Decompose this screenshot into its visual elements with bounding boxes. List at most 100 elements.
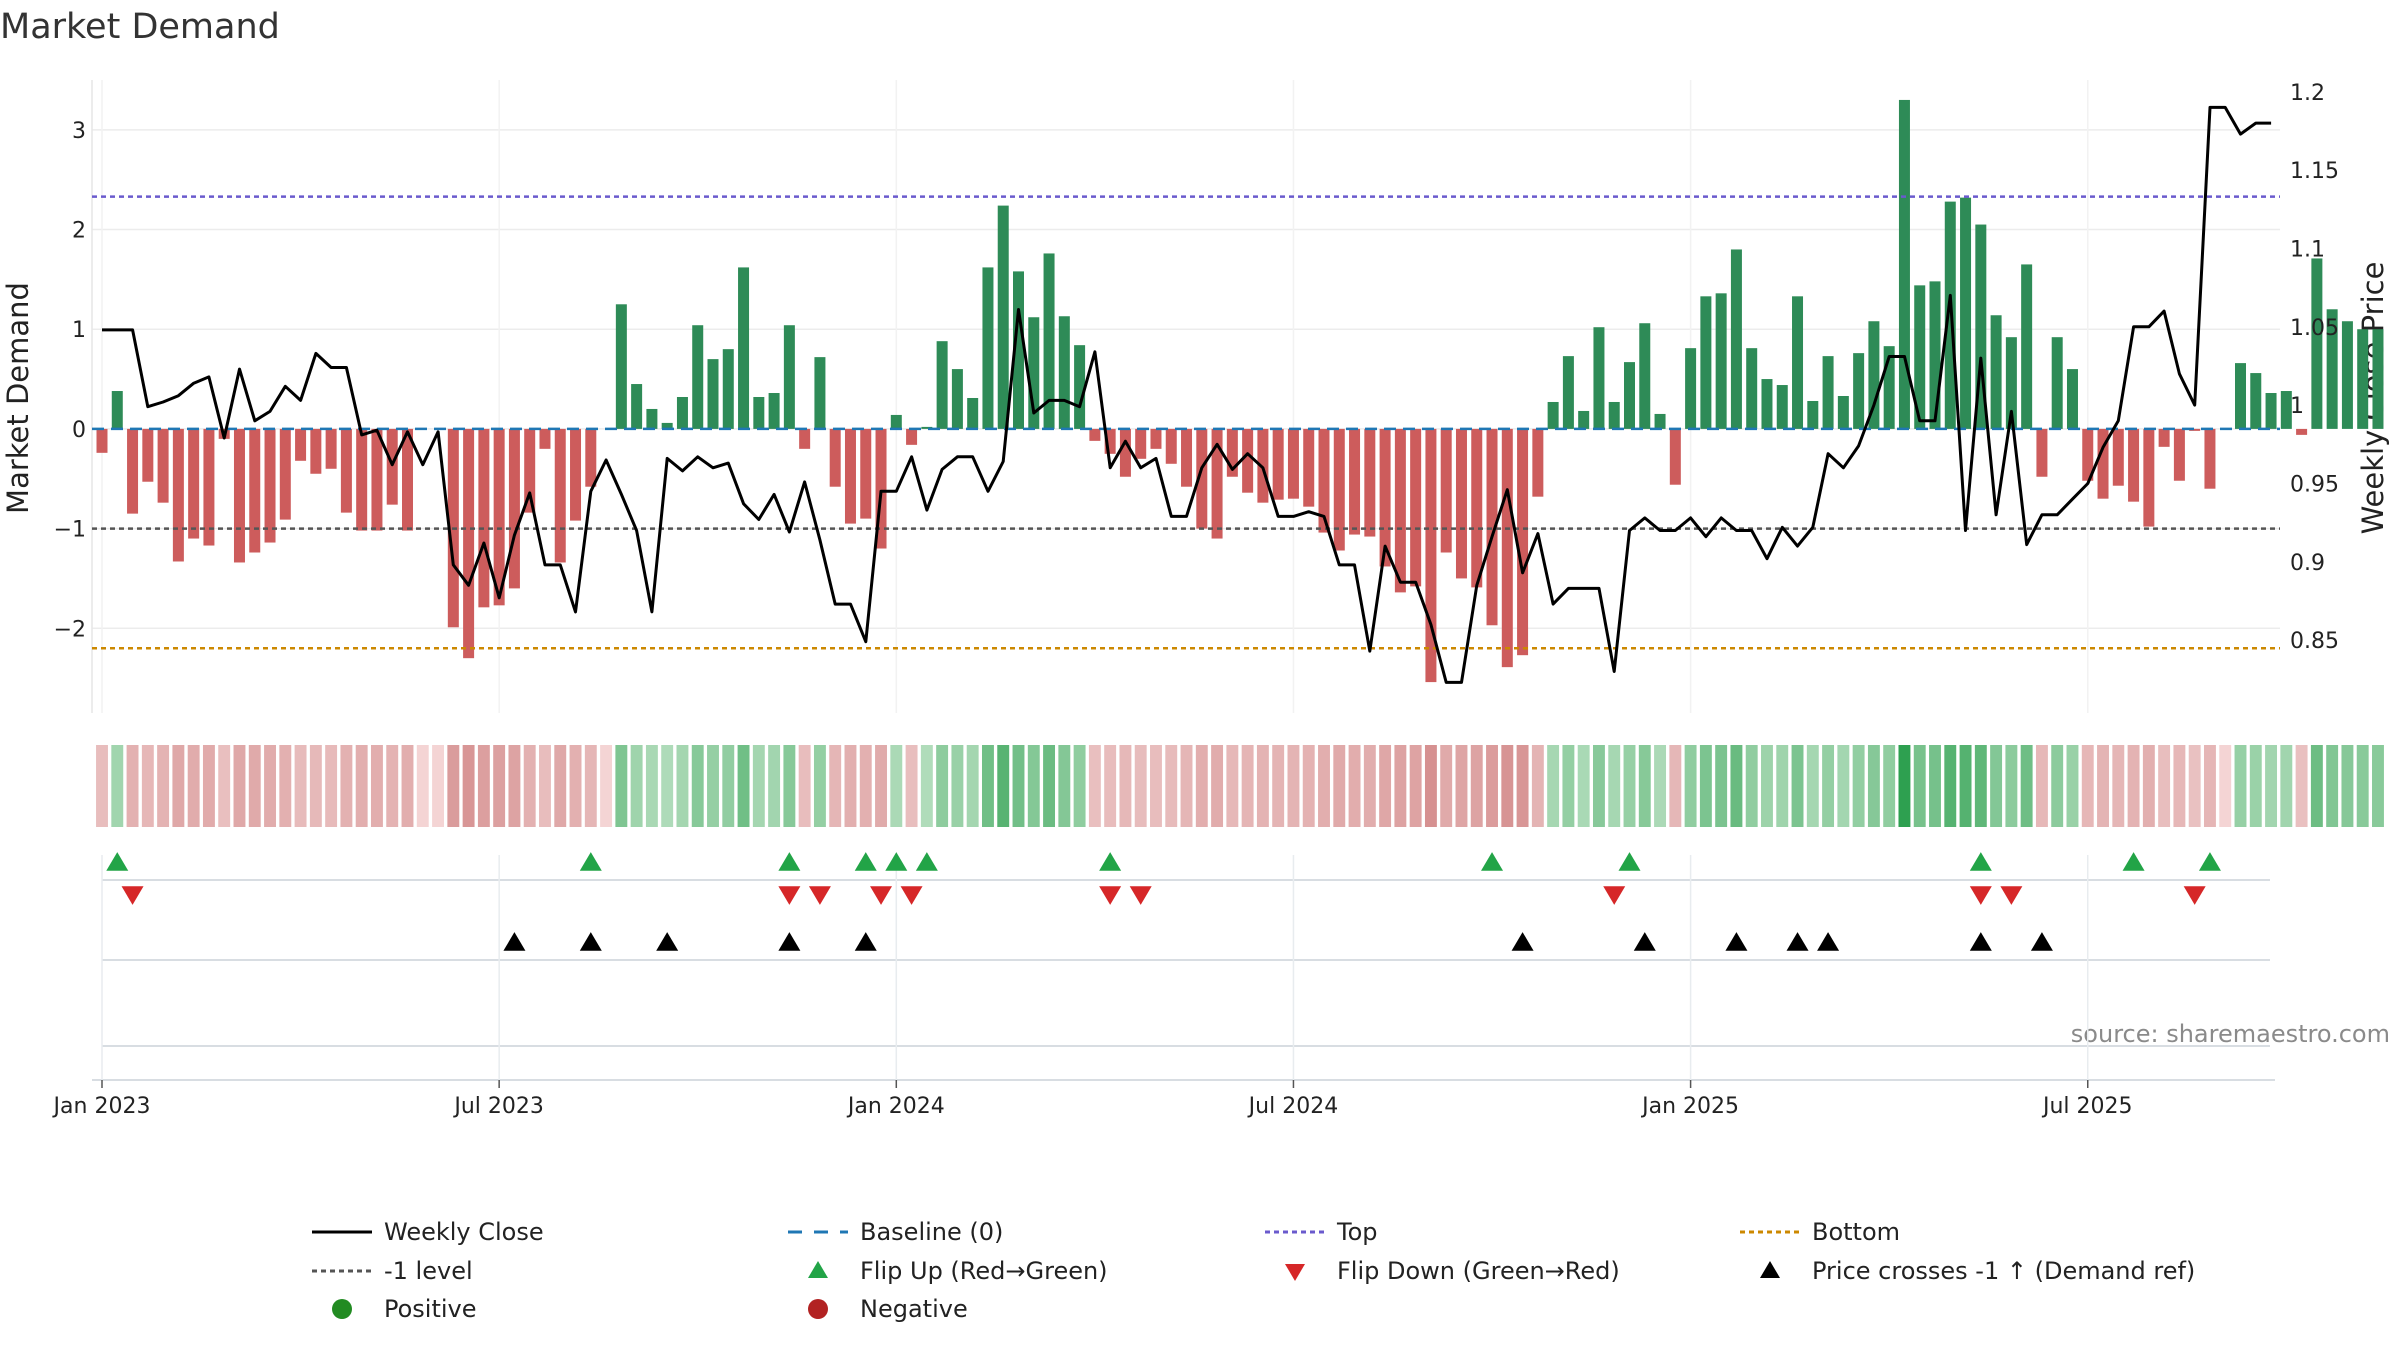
demand-bar: [249, 428, 261, 553]
heat-cell: [2326, 745, 2339, 827]
heat-cell: [1654, 745, 1667, 827]
flip-up-marker: [1969, 852, 1992, 871]
demand-bar: [2280, 391, 2292, 429]
heat-cell: [1180, 745, 1193, 827]
demand-bar: [1181, 428, 1193, 487]
flip-up-marker: [915, 852, 938, 871]
price-cross-marker: [1633, 932, 1656, 951]
demand-bar: [2173, 428, 2185, 481]
heat-cell: [1577, 745, 1590, 827]
price-cross-marker: [1817, 932, 1840, 951]
flip-up-marker: [1618, 852, 1641, 871]
demand-bar: [1058, 316, 1070, 429]
demand-bar: [1700, 296, 1712, 429]
heat-cell: [798, 745, 811, 827]
flip-up-marker: [778, 852, 801, 871]
heat-cell: [966, 745, 979, 827]
heat-cell: [1745, 745, 1758, 827]
heat-cell: [2310, 745, 2323, 827]
heat-cell: [630, 745, 643, 827]
demand-bar: [997, 205, 1009, 429]
flip-down-marker: [121, 886, 144, 905]
demand-bar: [2311, 258, 2323, 429]
heat-cell: [645, 745, 658, 827]
legend-label-positive: Positive: [384, 1295, 477, 1323]
demand-bar: [1242, 428, 1254, 493]
demand-bar: [2341, 321, 2353, 429]
demand-bar: [1746, 348, 1758, 429]
demand-bar: [890, 414, 902, 429]
heat-cell: [2265, 745, 2278, 827]
legend: Weekly Close Baseline (0) Top Bottom -1 leve…: [312, 1218, 2195, 1323]
demand-bar: [1349, 428, 1361, 535]
legend-label-bottom: Bottom: [1812, 1218, 1900, 1246]
y-tick-label: −2: [54, 617, 86, 642]
heat-cell: [2158, 745, 2171, 827]
demand-bar: [615, 304, 627, 429]
heat-cell: [539, 745, 551, 827]
demand-bar: [1364, 428, 1376, 537]
y-tick-label: 0: [72, 418, 86, 443]
demand-bar: [295, 428, 307, 461]
heat-cell: [1929, 745, 1941, 827]
demand-bar: [2235, 363, 2246, 429]
heat-cell: [279, 745, 292, 827]
y-tick-label: −1: [54, 518, 86, 543]
heat-cell: [1104, 745, 1117, 827]
flip-up-marker: [854, 852, 877, 871]
heat-cell: [1852, 745, 1865, 827]
demand-bar: [1089, 428, 1101, 441]
heat-cell: [416, 745, 429, 827]
demand-bar: [814, 357, 826, 429]
heat-cell: [1241, 745, 1254, 827]
heat-cell: [1363, 745, 1376, 827]
heat-cell: [1348, 745, 1361, 827]
demand-bar: [1654, 413, 1666, 429]
heat-cell: [1562, 745, 1575, 827]
reference-lines: [92, 195, 2280, 650]
heat-cell: [1195, 745, 1208, 827]
demand-bar: [1837, 396, 1849, 429]
weekly-close-series: [102, 105, 2272, 684]
heat-cell: [1776, 745, 1789, 827]
demand-bar: [967, 397, 979, 429]
heat-cell: [981, 745, 994, 827]
source-note: source: sharemaestro.com: [2071, 1020, 2390, 1048]
heat-cell: [1669, 745, 1682, 827]
heat-cell: [1608, 745, 1621, 827]
demand-bar: [1074, 345, 1086, 429]
heat-cell: [1822, 745, 1835, 827]
demand-bar: [1730, 249, 1742, 429]
y-axis-ticks: 3 2 1 0 −1 −2: [54, 119, 86, 642]
demand-bar: [463, 428, 475, 659]
heat-cell: [1715, 745, 1728, 827]
demand-bar: [1501, 428, 1513, 668]
demand-bar: [1807, 400, 1819, 429]
demand-bar: [356, 428, 368, 531]
demand-bar: [2128, 428, 2140, 502]
demand-bar: [386, 428, 398, 505]
demand-bar: [371, 428, 383, 531]
demand-bar: [1578, 410, 1590, 429]
demand-bar: [829, 428, 841, 487]
demand-bar: [279, 428, 291, 520]
heat-cell: [1516, 745, 1529, 827]
demand-bar: [1165, 428, 1177, 464]
x-tick-label: Jul 2023: [452, 1094, 544, 1119]
heat-cell: [2035, 745, 2048, 827]
y2-tick-label: 1.1: [2290, 237, 2325, 262]
demand-bar: [1196, 428, 1208, 529]
heat-cell: [508, 745, 521, 827]
demand-bar: [325, 428, 337, 469]
event-markers: [92, 852, 2275, 1081]
heat-cell: [829, 745, 842, 827]
demand-bar: [1104, 428, 1116, 454]
heat-cell: [1990, 745, 2003, 827]
demand-heat-strip: [96, 745, 2384, 827]
legend-label-weekly-close: Weekly Close: [384, 1218, 544, 1246]
demand-bar: [1455, 428, 1467, 579]
heat-cell: [2142, 745, 2155, 827]
demand-bar: [1425, 428, 1437, 683]
heat-cell: [2127, 745, 2140, 827]
demand-bar: [1624, 362, 1635, 429]
